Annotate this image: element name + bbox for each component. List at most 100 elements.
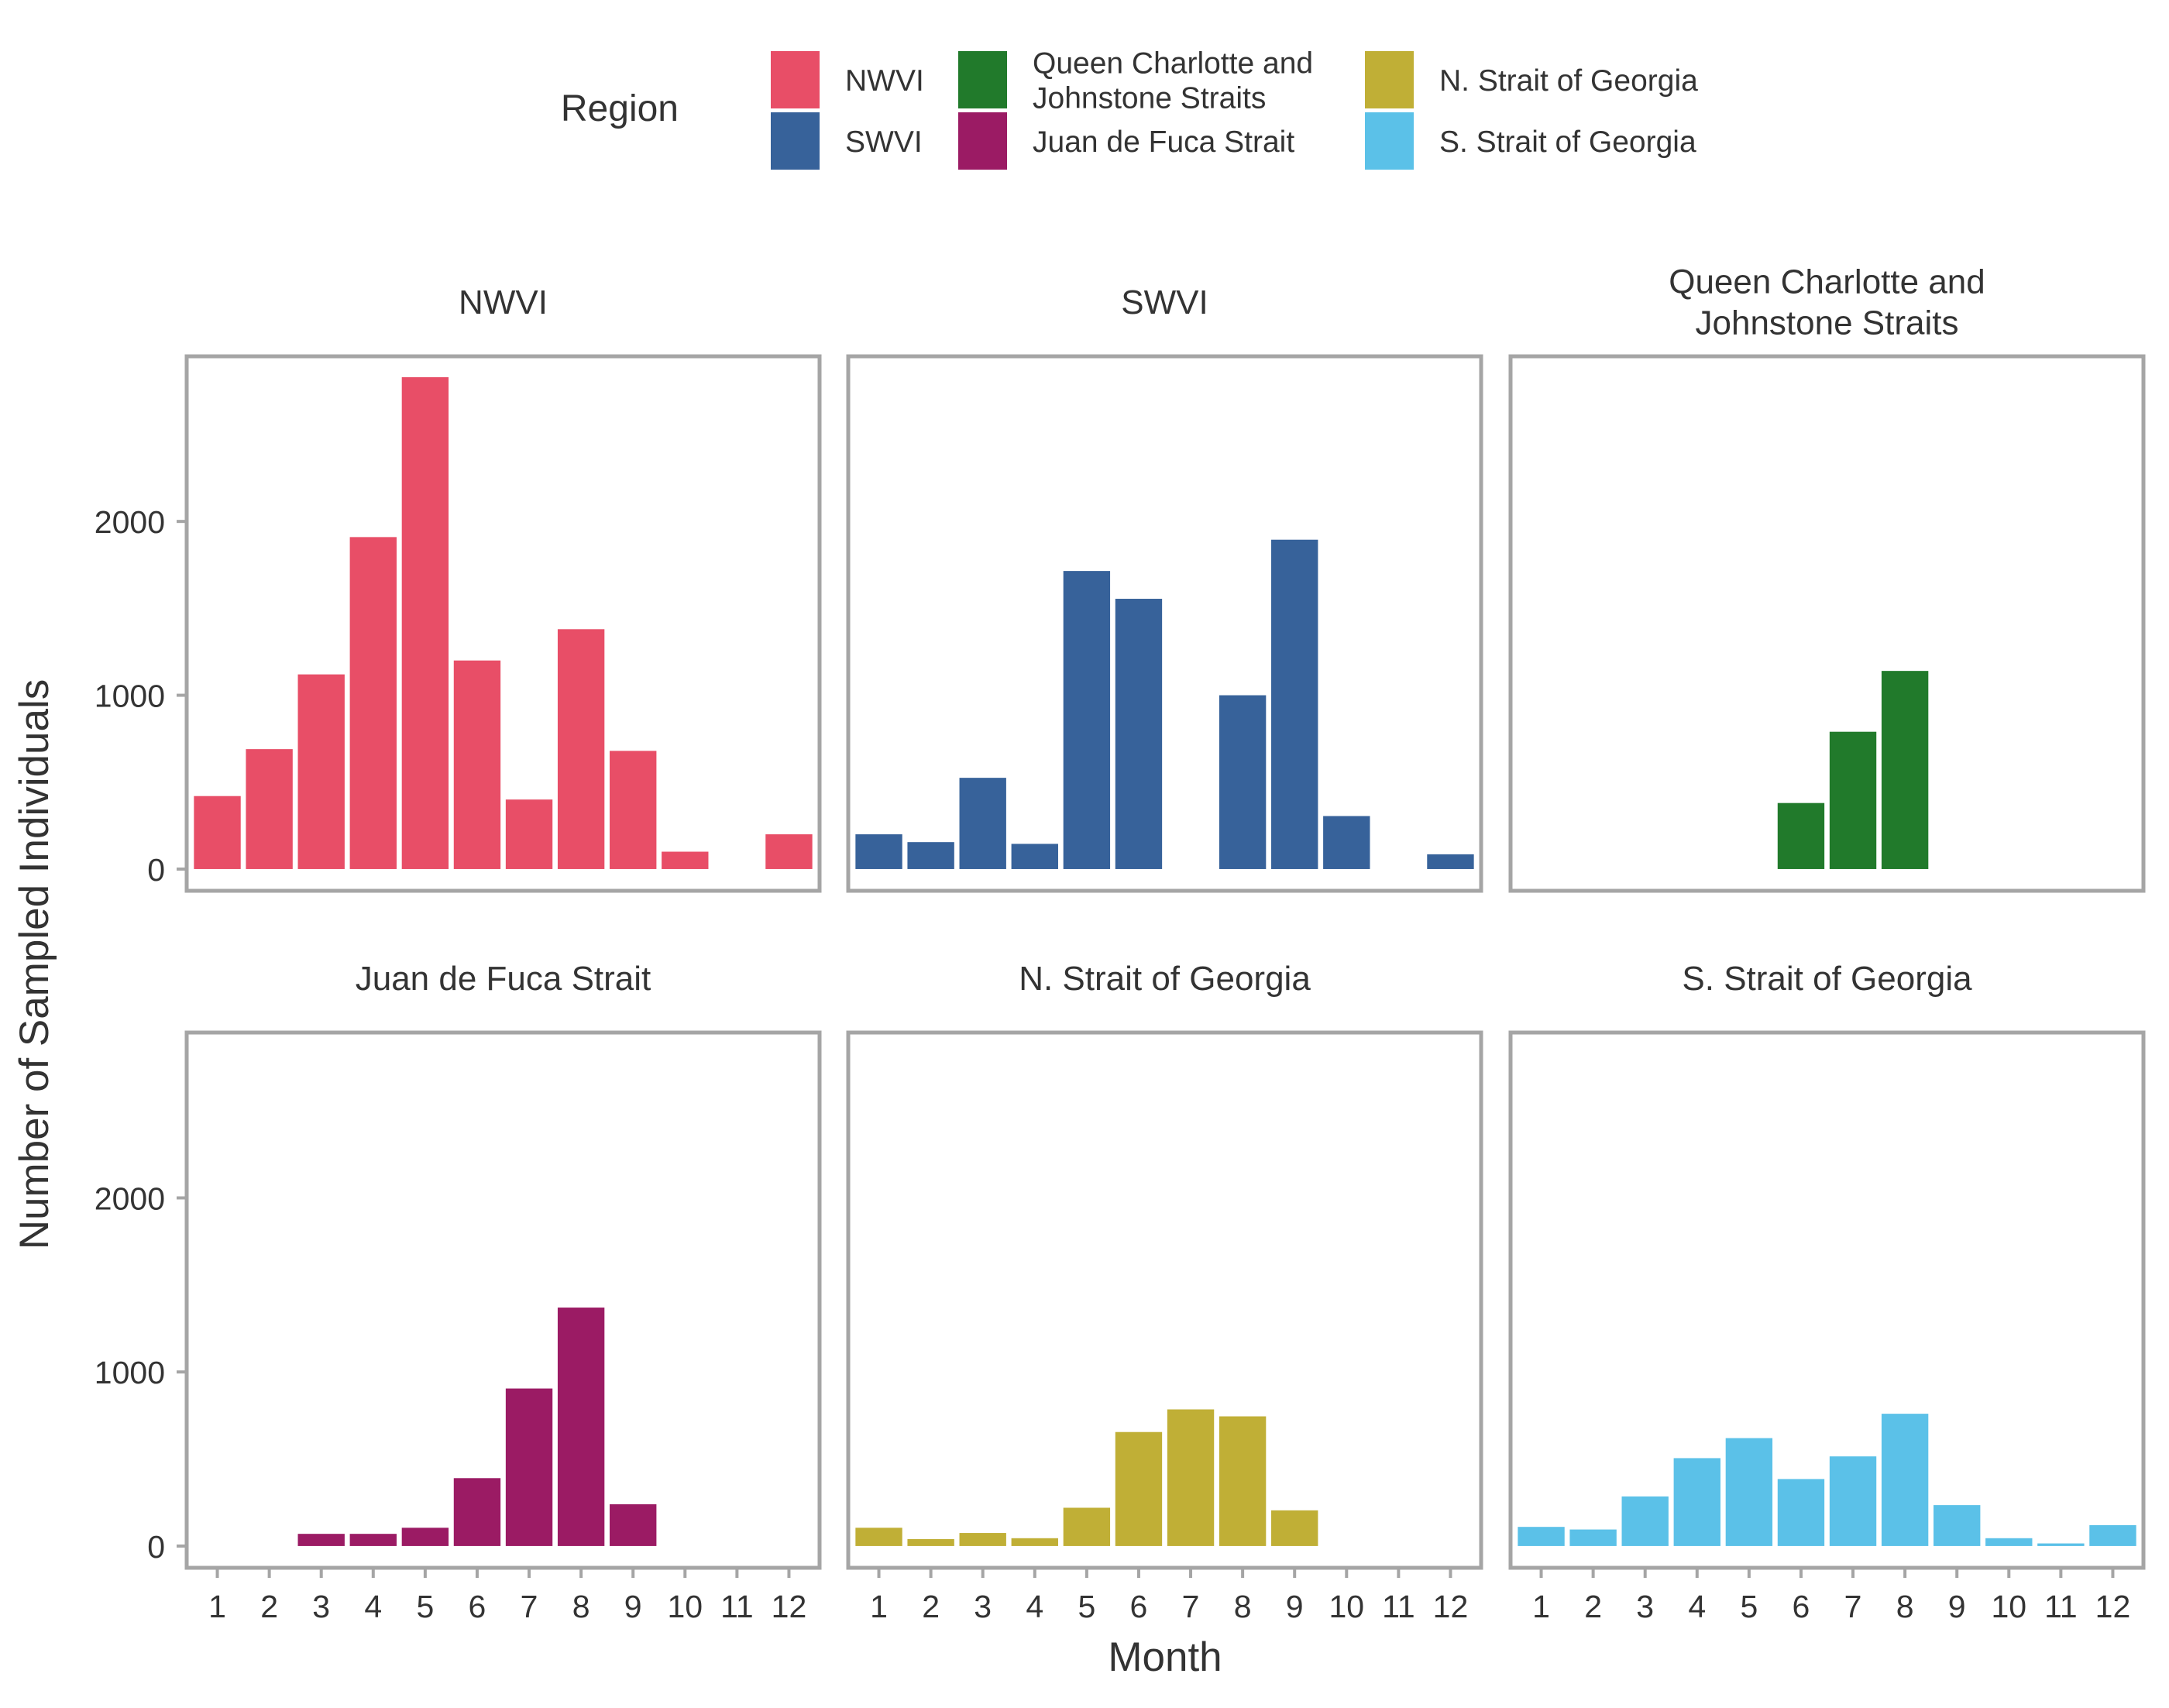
legend-label: S. Strait of Georgia: [1439, 125, 1696, 159]
facet-title: Queen Charlotte and: [1669, 263, 1985, 301]
panel-border: [184, 354, 822, 893]
x-tick-label: 5: [416, 1589, 434, 1624]
x-tick-label: 2: [922, 1589, 940, 1624]
y-tick-label: 2000: [95, 504, 165, 540]
bar: [1569, 1529, 1617, 1546]
bar: [855, 1528, 902, 1546]
bar: [959, 778, 1006, 869]
facet-title: N. Strait of Georgia: [1019, 960, 1311, 998]
legend-entry: S. Strait of Georgia: [1365, 112, 1696, 170]
bar: [1777, 802, 1825, 869]
x-tick-label: 11: [720, 1589, 754, 1624]
bar: [505, 1388, 553, 1546]
bar: [1673, 1458, 1720, 1546]
x-tick-label: 9: [1286, 1589, 1304, 1624]
facet-title: S. Strait of Georgia: [1682, 960, 1972, 998]
x-tick-label: 7: [1182, 1589, 1200, 1624]
y-tick-label: 1000: [95, 679, 165, 714]
facet-title: SWVI: [1121, 284, 1208, 321]
legend-entry: SWVI: [771, 112, 923, 170]
x-tick-label: 2: [260, 1589, 278, 1624]
x-tick-label: 12: [772, 1589, 807, 1624]
x-tick-label: 9: [624, 1589, 642, 1624]
bar: [765, 834, 813, 869]
x-tick-label: 12: [2095, 1589, 2131, 1624]
bar: [1985, 1538, 2033, 1546]
facet-title: NWVI: [459, 284, 548, 321]
bar: [1219, 695, 1267, 869]
bar: [401, 376, 449, 869]
bar: [1011, 1538, 1058, 1546]
legend-key: [958, 51, 1007, 108]
bar: [1063, 1507, 1111, 1546]
x-tick-label: 3: [312, 1589, 330, 1624]
facet-title: Juan de Fuca Strait: [356, 960, 651, 998]
bar: [1323, 816, 1370, 869]
bar: [1829, 731, 1877, 869]
bar: [959, 1533, 1006, 1546]
bar: [2089, 1524, 2136, 1546]
x-tick-label: 1: [208, 1589, 226, 1624]
x-tick-label: 6: [469, 1589, 486, 1624]
x-tick-label: 5: [1078, 1589, 1095, 1624]
x-tick-label: 5: [1740, 1589, 1758, 1624]
panel-border: [846, 1030, 1483, 1570]
panel-border: [184, 1030, 822, 1570]
legend-title: Region: [561, 88, 679, 129]
y-tick-label: 2000: [95, 1180, 165, 1216]
legend-key: [958, 112, 1007, 170]
x-tick-label: 3: [974, 1589, 992, 1624]
legend-label: N. Strait of Georgia: [1439, 64, 1698, 98]
bar: [1881, 1414, 1929, 1546]
x-tick-label: 7: [521, 1589, 538, 1624]
legend-key: [1365, 51, 1414, 108]
x-tick-label: 1: [870, 1589, 888, 1624]
bar: [401, 1528, 449, 1546]
x-tick-label: 1: [1532, 1589, 1550, 1624]
bar: [1011, 844, 1058, 869]
bar: [1115, 599, 1163, 869]
bar: [1725, 1438, 1773, 1546]
bar: [907, 1538, 954, 1546]
bar: [1881, 671, 1929, 869]
legend-entry: Juan de Fuca Strait: [958, 112, 1294, 170]
bar: [1167, 1409, 1215, 1546]
x-tick-label: 11: [2044, 1589, 2078, 1624]
bar: [557, 1308, 605, 1546]
x-axis-label: Month: [1108, 1634, 1222, 1680]
bar: [1518, 1527, 1565, 1546]
legend-label: Queen Charlotte and: [1033, 47, 1313, 81]
bar: [1271, 1510, 1318, 1546]
facet-title: Johnstone Straits: [1696, 304, 1959, 342]
x-tick-label: 8: [572, 1589, 590, 1624]
x-tick-label: 8: [1234, 1589, 1252, 1624]
bar: [505, 799, 553, 869]
bar: [349, 537, 397, 869]
bar: [1427, 854, 1474, 869]
bar: [349, 1534, 397, 1546]
panel-border: [846, 354, 1483, 893]
x-tick-label: 10: [1329, 1589, 1364, 1624]
bar: [1219, 1416, 1267, 1546]
x-tick-label: 2: [1584, 1589, 1602, 1624]
bar: [1777, 1479, 1825, 1546]
x-tick-label: 10: [1991, 1589, 2026, 1624]
panel-border: [1508, 1030, 2146, 1570]
facet-panels: NWVI 0 1000 2000 SWVI Queen Charlotte andJohn…: [95, 263, 2146, 1624]
x-tick-label: 3: [1636, 1589, 1654, 1624]
y-axis-label: Number of Sampled Individuals: [12, 679, 57, 1250]
bar: [1271, 539, 1318, 869]
bar: [907, 842, 954, 869]
legend-label: Juan de Fuca Strait: [1033, 125, 1294, 159]
legend-label: SWVI: [845, 125, 923, 159]
x-tick-label: 11: [1382, 1589, 1415, 1624]
x-tick-label: 4: [1026, 1589, 1043, 1624]
bar: [297, 1534, 345, 1546]
x-tick-label: 8: [1896, 1589, 1914, 1624]
bar: [855, 834, 902, 869]
legend-entry: N. Strait of Georgia: [1365, 51, 1698, 108]
bar: [610, 1504, 657, 1546]
